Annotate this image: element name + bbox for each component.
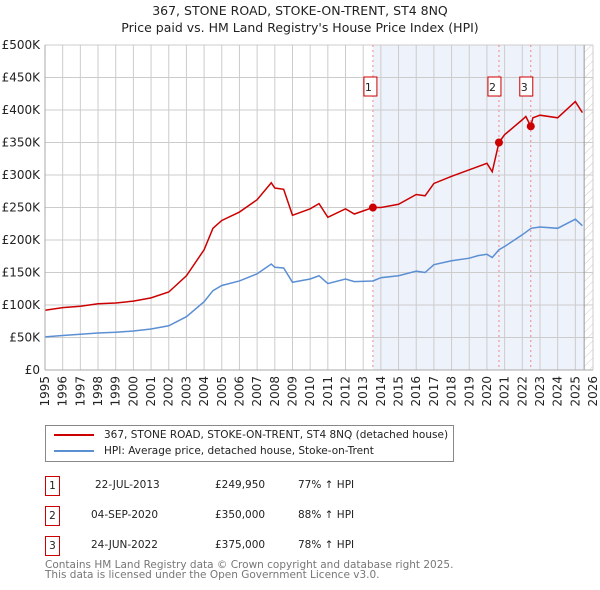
hpi-line (44, 218, 583, 338)
x-tick-label: 2003 (179, 376, 193, 407)
y-tick-label: £200K (2, 233, 42, 247)
sale-date: 24-JUN-2022 (91, 539, 158, 551)
sale-row: 2 04-SEP-2020 £350,000 88% ↑ HPI (45, 506, 465, 526)
x-tick-label: 2022 (515, 376, 529, 407)
legend-swatch-red (54, 434, 94, 436)
sale-label: 1 (365, 81, 372, 94)
footer-line-2: This data is licensed under the Open Gov… (45, 569, 380, 581)
x-tick-label: 2018 (445, 376, 459, 407)
sale-label: 2 (489, 81, 496, 94)
x-tick-label: 1999 (109, 376, 123, 407)
y-tick-label: £100K (2, 298, 42, 312)
chart-subtitle: Price paid vs. HM Land Registry's House … (121, 20, 479, 35)
x-tick-label: 2011 (321, 376, 335, 407)
chart-plot: £0 £50K £100K £150K £200K £250K £300K £350K £400… (2, 38, 600, 407)
sale-date: 04-SEP-2020 (91, 509, 159, 521)
sale-badge: 1 (45, 476, 60, 496)
legend-swatch-blue (54, 450, 94, 452)
footer: Contains HM Land Registry data © Crown c… (45, 559, 454, 581)
legend-label-property: 367, STONE ROAD, STOKE-ON-TRENT, ST4 8NQ… (104, 429, 449, 441)
chart-title: 367, STONE ROAD, STOKE-ON-TRENT, ST4 8NQ (152, 3, 448, 18)
y-tick-label: £300K (2, 168, 42, 182)
y-tick-label: £250K (2, 201, 42, 215)
sale-price: £249,950 (215, 479, 266, 491)
sale-label-box (487, 76, 502, 97)
x-tick-label: 2017 (427, 376, 441, 407)
sale-label-box (363, 76, 378, 97)
x-tick-label: 1997 (73, 376, 87, 407)
x-tick-label: 2020 (480, 376, 494, 407)
x-tick-label: 2004 (197, 376, 211, 407)
x-tick-label: 1996 (56, 376, 70, 407)
sale-price: £375,000 (215, 539, 266, 551)
y-tick-label: £450K (2, 71, 42, 85)
sale-label-box (519, 76, 534, 97)
sale-point (368, 203, 377, 212)
x-tick-label: 2010 (303, 376, 317, 407)
legend-label-hpi: HPI: Average price, detached house, Stok… (104, 445, 374, 457)
sale-row: 1 22-JUL-2013 £249,950 77% ↑ HPI (45, 476, 465, 496)
sale-point (494, 138, 503, 147)
x-tick-label: 2013 (356, 376, 370, 407)
y-tick-label: £400K (2, 103, 42, 117)
sale-row: 3 24-JUN-2022 £375,000 78% ↑ HPI (45, 536, 465, 556)
sale-date: 22-JUL-2013 (95, 479, 160, 491)
x-tick-label: 2005 (215, 376, 229, 407)
y-tick-label: £150K (2, 266, 42, 280)
x-tick-label: 2008 (268, 376, 282, 407)
x-tick-label: 2021 (498, 376, 512, 407)
y-tick-label: £50K (9, 331, 41, 345)
legend: 367, STONE ROAD, STOKE-ON-TRENT, ST4 8NQ… (45, 425, 454, 462)
x-tick-label: 2024 (551, 376, 565, 407)
sale-hpi: 78% ↑ HPI (298, 539, 355, 551)
sale-label: 3 (521, 81, 528, 94)
x-tick-label: 2026 (586, 376, 600, 407)
x-tick-label: 2014 (374, 376, 388, 407)
property-price-line (44, 100, 584, 311)
sale-hpi: 88% ↑ HPI (298, 509, 355, 521)
x-tick-label: 2023 (533, 376, 547, 407)
x-tick-label: 2001 (144, 376, 158, 407)
x-tick-label: 2007 (250, 376, 264, 407)
x-tick-label: 2015 (392, 376, 406, 407)
sale-hpi: 77% ↑ HPI (298, 479, 355, 491)
sale-point (526, 122, 535, 131)
footer-line-1: Contains HM Land Registry data © Crown c… (45, 559, 454, 571)
y-tick-label: £0 (25, 363, 40, 377)
y-tick-label: £350K (2, 136, 42, 150)
sale-badge: 3 (45, 536, 60, 556)
sale-price: £350,000 (215, 509, 266, 521)
y-tick-label: £500K (2, 38, 42, 52)
x-tick-label: 2006 (232, 376, 246, 407)
x-tick-label: 2019 (462, 376, 476, 407)
sale-badge: 2 (45, 506, 60, 526)
x-tick-label: 2000 (126, 376, 140, 407)
x-tick-label: 1995 (38, 376, 52, 407)
x-tick-label: 2025 (568, 376, 582, 407)
x-tick-label: 2009 (285, 376, 299, 407)
x-tick-label: 2016 (409, 376, 423, 407)
x-tick-label: 1998 (91, 376, 105, 407)
x-tick-label: 2012 (339, 376, 353, 407)
x-tick-label: 2002 (162, 376, 176, 407)
